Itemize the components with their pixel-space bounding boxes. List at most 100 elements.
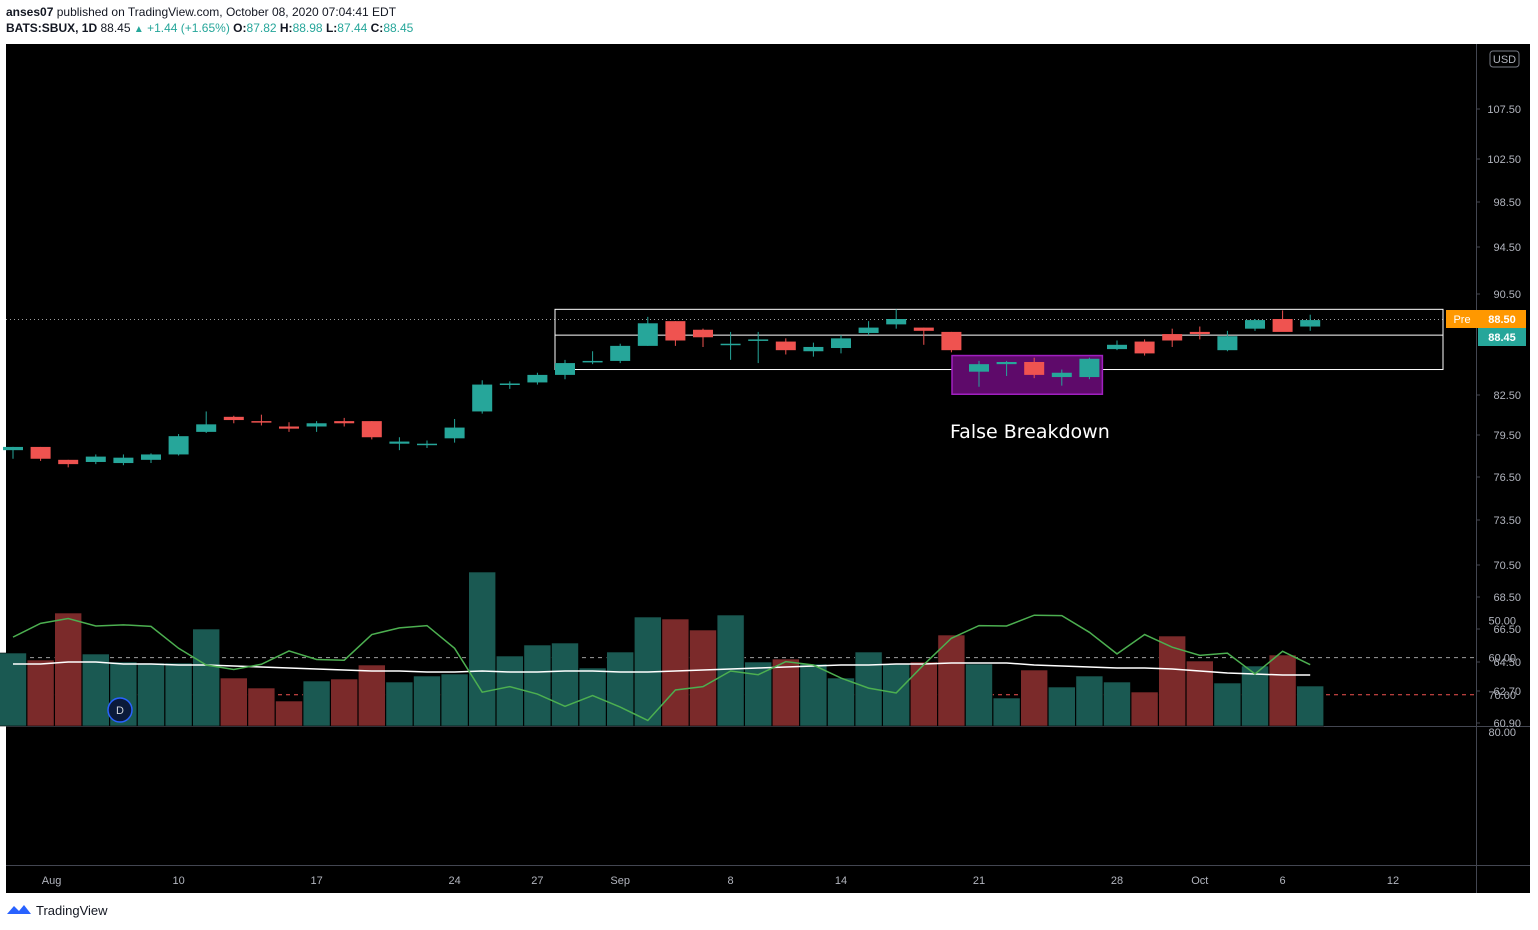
volume-bar [468,571,497,727]
volume-bar [1020,669,1049,727]
brand-label: TradingView [36,902,108,918]
volume-bar [744,661,773,727]
volume-bar [799,663,828,727]
volume-bar [247,687,276,727]
price-change: +1.44 (+1.65%) [147,21,230,35]
candle-body [1134,341,1155,354]
price-tick-label: 90.50 [1493,289,1521,301]
time-tick-label: 6 [1280,875,1286,887]
candle-body [1024,362,1045,375]
volume-bar [385,681,414,727]
false-breakdown-annotation: False Breakdown [950,421,1110,443]
candle-body [417,443,437,446]
candle-body [720,343,741,346]
candle-body [996,362,1017,365]
currency-badge [1489,50,1520,68]
candle-body [279,426,299,429]
time-tick-label: 12 [1387,875,1399,887]
volume-bar [0,652,27,727]
pre-value-label: 88.50 [1488,314,1516,326]
footer-brand[interactable]: TradingView [6,902,108,918]
time-tick-label: 14 [835,875,847,887]
candle-body [1217,336,1238,351]
time-tick-label: 28 [1111,875,1123,887]
currency-badge-label: USD [1493,54,1516,66]
low-value: 87.44 [337,21,368,35]
rsi-tick-label: 50.00 [1488,615,1516,627]
candle-body [30,446,51,459]
candle-body [1189,331,1210,335]
candle-body [251,421,272,423]
volume-bar [440,673,469,727]
price-tick-label: 102.50 [1487,154,1521,166]
volume-bar [220,677,248,727]
candle-body [1245,320,1265,329]
last-price: 88.45 [100,21,131,35]
candle-body [941,331,962,351]
candle-body [886,319,907,325]
candle-body [1079,358,1100,378]
author-name[interactable]: anses07 [6,5,54,19]
volume-bar [413,675,441,727]
volume-bar [357,664,386,727]
high-label: H: [279,21,293,35]
candle-body [361,421,382,438]
candle-body [444,427,465,439]
candle-body [1272,319,1293,332]
volume-bar [495,655,524,727]
volume-bar [578,667,607,727]
candle-body [858,327,879,333]
volume-bar [606,651,635,727]
volume-bar [82,653,110,727]
rsi-tick-label: 60.00 [1488,653,1516,665]
volume-bar [771,658,800,727]
candle-body [196,424,217,432]
candle-body [1300,320,1321,327]
volume-bar [1213,682,1242,727]
price-tick-label: 66.50 [1493,624,1521,636]
ohlc-line: BATS:SBUX, 1D 88.45 ▲ +1.44 (+1.65%) O:8… [6,20,413,38]
volume-bar [1158,635,1186,727]
low-label: L: [325,21,338,35]
candle-body [3,446,23,451]
dividend-marker-label: D [116,705,124,717]
price-tick-label: 68.50 [1493,592,1521,604]
candle-body [306,423,327,427]
candle-body [582,360,603,363]
volume-bar [827,677,855,727]
time-tick-label: 10 [172,875,184,887]
price-tick-label: 98.50 [1493,197,1521,209]
volume-bar [330,678,359,727]
volume-bar [192,628,220,727]
volume-bar [1103,681,1131,727]
candle-body [748,339,769,341]
time-tick-label: 21 [973,875,985,887]
volume-bar [551,642,579,727]
last-price-label: 88.45 [1488,332,1516,344]
candle-body [223,416,244,421]
candle-body [113,457,134,464]
volume-bar [275,700,303,727]
volume-bar [909,661,938,727]
time-tick-label: 27 [531,875,543,887]
tradingview-logo-icon [7,905,31,914]
volume-bar [689,629,717,727]
price-tick-label: 76.50 [1493,472,1521,484]
candle-body [1051,372,1072,378]
pre-value-badge [1478,310,1526,328]
price-tick-label: 79.50 [1493,430,1521,442]
candle-body [141,454,161,460]
high-value: 88.98 [292,21,323,35]
volume-bar [1268,654,1297,727]
volume-bar [523,644,552,727]
rsi-tick-label: 80.00 [1488,727,1516,739]
volume-bar [1241,665,1269,727]
price-tick-label: 82.50 [1493,390,1521,402]
price-tick-label: 107.50 [1487,104,1521,116]
volume-bar [965,663,993,727]
up-arrow-icon: ▲ [133,24,144,35]
candle-body [969,364,989,372]
volume-bar [137,662,165,727]
volume-bar [164,662,193,727]
